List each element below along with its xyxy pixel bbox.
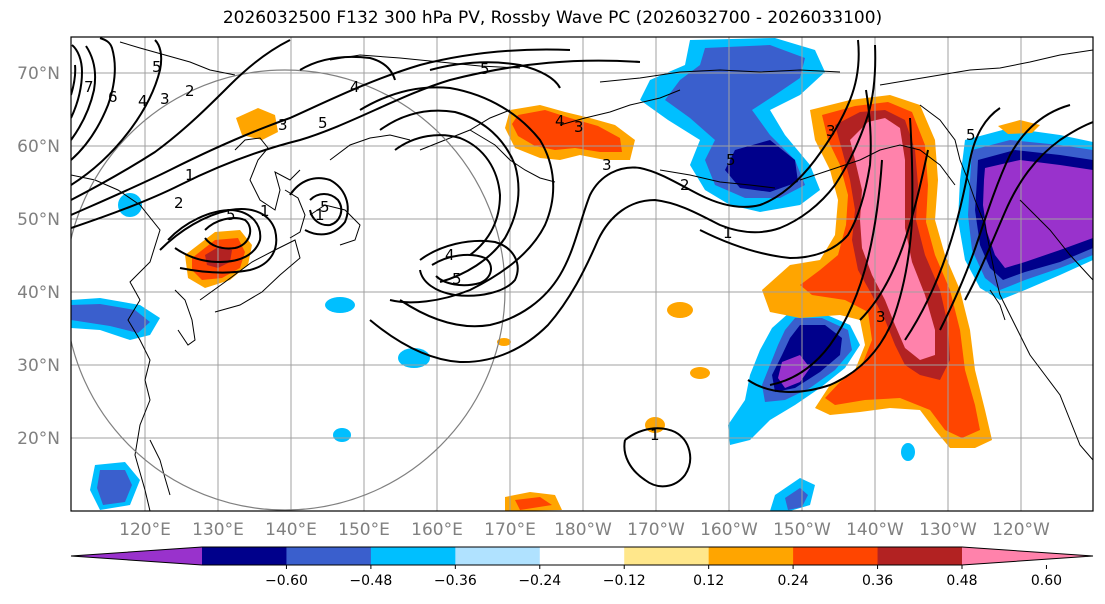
anomaly-positive-ridge-core — [850, 118, 935, 360]
lat-label: 30°N — [17, 356, 60, 376]
map-title: 2026032500 F132 300 hPa PV, Rossby Wave … — [222, 8, 883, 28]
contour-label: 2 — [185, 82, 195, 100]
contour-label: 1 — [185, 166, 195, 184]
anomaly-negative-blob-1 — [118, 193, 142, 217]
colorbar-tick-label: 0.36 — [862, 573, 893, 589]
lat-label: 40°N — [17, 283, 60, 303]
anomaly-negative-korea-inner — [71, 304, 150, 333]
anomaly-negative-westus-core — [983, 160, 1093, 268]
contour-label: 5 — [726, 151, 736, 169]
lat-label: 60°N — [17, 137, 60, 157]
contour-label: 7 — [84, 78, 94, 96]
lon-label: 140°W — [846, 520, 904, 540]
colorbar-extend-low — [71, 547, 202, 565]
contour-label: 3 — [876, 308, 886, 326]
colorbar-segment — [286, 547, 372, 565]
lon-label: 120°E — [119, 520, 171, 540]
latitude-labels: 70°N 60°N 50°N 40°N 30°N 20°N — [17, 64, 60, 449]
lon-label: 170°W — [627, 520, 685, 540]
colorbar-outline — [70, 546, 1094, 566]
colorbar-segment — [370, 547, 456, 565]
contour-label: 4 — [555, 112, 565, 130]
lon-label: 180°W — [554, 520, 612, 540]
anomaly-positive-kamchatka-red — [512, 110, 622, 152]
lat-label: 20°N — [17, 429, 60, 449]
contour-label: 5 — [318, 114, 328, 132]
contour-label: 2 — [174, 194, 184, 212]
lon-label: 140°E — [265, 520, 317, 540]
lon-label: 130°W — [919, 520, 977, 540]
colorbar-segment — [624, 547, 710, 565]
colorbar-tick-label: −0.24 — [518, 573, 561, 589]
anomaly-negative-blob-5 — [901, 443, 915, 461]
reference-circle — [71, 69, 506, 511]
contour-label: 4 — [350, 78, 360, 96]
anomaly-positive-okhotsk — [236, 108, 278, 140]
contour-label: 3 — [826, 122, 836, 140]
anomaly-negative-alaska-core — [725, 140, 798, 192]
anomaly-positive-blob-5-red — [515, 497, 552, 510]
colorbar-tick-label: 0.12 — [693, 573, 724, 589]
contour-label: 3 — [574, 118, 584, 136]
lon-label: 160°E — [411, 520, 463, 540]
anomaly-positive-blob-2 — [690, 367, 710, 379]
colorbar-tick-label: 0.60 — [1031, 573, 1062, 589]
contour-label: 3 — [160, 90, 170, 108]
contour-label: 5 — [226, 206, 236, 224]
contour-label: 1 — [723, 224, 733, 242]
colorbar-tick-label: 0.48 — [946, 573, 977, 589]
lon-label: 170°E — [484, 520, 536, 540]
contour-label: 3 — [278, 116, 288, 134]
anomaly-positive-blob-4 — [497, 338, 511, 346]
lon-label: 120°W — [992, 520, 1050, 540]
contour-label: 1 — [260, 202, 270, 220]
contour-label: 5 — [152, 58, 162, 76]
colorbar-segment — [539, 547, 625, 565]
contour-label: 1 — [650, 426, 660, 444]
contour-label: 5 — [452, 270, 462, 288]
lon-label: 130°E — [192, 520, 244, 540]
lon-label: 150°W — [773, 520, 831, 540]
contour-label: 5 — [966, 126, 976, 144]
colorbar-segment — [202, 547, 287, 565]
colorbar-segment — [708, 547, 794, 565]
colorbar-tick-label: −0.12 — [603, 573, 646, 589]
contour-label: 1 — [315, 206, 325, 224]
pv-contours — [71, 37, 1093, 488]
colorbar-segment — [455, 547, 541, 565]
anomaly-positive-blob-1 — [667, 302, 693, 318]
contour-label: 3 — [602, 156, 612, 174]
anomaly-negative-scs-inner — [97, 470, 132, 505]
map-frame — [70, 36, 1094, 512]
lat-label: 70°N — [17, 64, 60, 84]
lat-label: 50°N — [17, 210, 60, 230]
contour-label: 6 — [108, 88, 118, 106]
lon-label: 160°W — [700, 520, 758, 540]
lon-label: 150°E — [338, 520, 390, 540]
colorbar-tick-label: −0.48 — [349, 573, 392, 589]
colorbar-tick-label: −0.36 — [434, 573, 477, 589]
colorbar-extend-high — [962, 547, 1093, 565]
colorbar-tick-label: −0.60 — [265, 573, 308, 589]
contour-label: 4 — [138, 92, 148, 110]
contour-label: 4 — [445, 246, 455, 264]
anomaly-negative-blob-4 — [333, 428, 351, 442]
contour-label: 5 — [480, 60, 490, 78]
contour-label: 2 — [680, 176, 690, 194]
colorbar-tick-label: 0.24 — [778, 573, 809, 589]
colorbar-segment — [793, 547, 879, 565]
contour-labels: 7 6 5 4 3 2 1 1 2 5 3 5 4 5 4 5 3 1 1 3 … — [84, 58, 976, 444]
colorbar-segment — [877, 547, 963, 565]
contour-label: 5 — [320, 198, 330, 216]
anomaly-positive-bering — [998, 120, 1040, 134]
anomaly-negative-blob-2 — [325, 297, 355, 313]
longitude-labels: 120°E 130°E 140°E 150°E 160°E 170°E 180°… — [119, 520, 1050, 540]
colorbar: −0.60 −0.48 −0.36 −0.24 −0.12 0.12 0.24 0.36 0.4… — [70, 546, 1094, 589]
